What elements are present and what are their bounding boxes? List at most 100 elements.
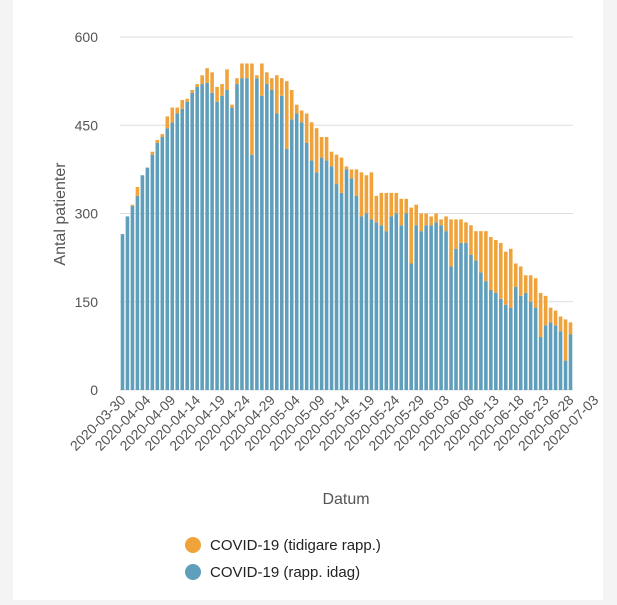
bar-tidigare-rapp <box>135 187 140 196</box>
bar-rapp-idag <box>225 89 229 390</box>
bar-tidigare-rapp <box>409 207 413 264</box>
bar-rapp-idag <box>155 142 160 390</box>
bar-tidigare-rapp <box>324 137 329 161</box>
y-tick-label: 450 <box>75 117 99 133</box>
bar-rapp-idag <box>130 205 135 390</box>
bar-tidigare-rapp <box>235 78 239 85</box>
bar-rapp-idag <box>434 222 438 390</box>
bar-rapp-idag <box>215 101 219 390</box>
bar-tidigare-rapp <box>384 192 389 232</box>
x-tick-labels: 2020-03-302020-04-042020-04-092020-04-14… <box>67 392 602 454</box>
bar-rapp-idag <box>533 307 538 390</box>
bar-rapp-idag <box>389 216 394 390</box>
bar-rapp-idag <box>299 122 304 390</box>
bar-tidigare-rapp <box>230 104 234 108</box>
bar-rapp-idag <box>429 225 433 390</box>
bar-rapp-idag <box>210 92 214 390</box>
bar-rapp-idag <box>140 175 145 390</box>
bar-rapp-idag <box>125 216 130 390</box>
bar-rapp-idag <box>344 169 349 391</box>
bar-tidigare-rapp <box>250 63 254 155</box>
bar-tidigare-rapp <box>414 204 418 226</box>
legend-label: COVID-19 (rapp. idag) <box>210 564 360 581</box>
bar-tidigare-rapp <box>369 172 374 220</box>
bar-rapp-idag <box>469 254 473 390</box>
bar-rapp-idag <box>339 192 344 390</box>
legend-item-tidigare-rapp[interactable]: COVID-19 (tidigare rapp.) <box>185 537 381 554</box>
bar-rapp-idag <box>270 89 274 390</box>
bar-rapp-idag <box>379 225 384 390</box>
bar-tidigare-rapp <box>309 122 314 161</box>
bar-rapp-idag <box>354 195 359 390</box>
bar-tidigare-rapp <box>543 295 548 326</box>
bar-rapp-idag <box>518 295 523 390</box>
bar-rapp-idag <box>399 225 404 390</box>
bar-tidigare-rapp <box>499 242 503 299</box>
y-tick-label: 0 <box>90 382 98 398</box>
bar-tidigare-rapp <box>245 63 249 79</box>
bar-tidigare-rapp <box>270 78 274 90</box>
bar-rapp-idag <box>359 216 364 390</box>
bar-rapp-idag <box>484 281 488 390</box>
bar-tidigare-rapp <box>404 198 409 214</box>
bar-tidigare-rapp <box>484 231 488 282</box>
bar-rapp-idag <box>449 266 453 390</box>
bar-rapp-idag <box>553 325 558 390</box>
bar-tidigare-rapp <box>314 128 319 173</box>
bar-rapp-idag <box>190 92 194 390</box>
bar-tidigare-rapp <box>429 216 433 226</box>
bar-tidigare-rapp <box>165 116 170 129</box>
bar-rapp-idag <box>195 87 199 390</box>
bar-rapp-idag <box>304 142 309 390</box>
bar-rapp-idag <box>349 178 354 390</box>
bar-rapp-idag <box>548 322 553 390</box>
bar-tidigare-rapp <box>210 72 214 93</box>
bar-rapp-idag <box>394 213 399 390</box>
bar-rapp-idag <box>364 213 369 390</box>
x-axis-title: Datum <box>322 491 369 508</box>
bar-rapp-idag <box>568 334 573 390</box>
bar-rapp-idag <box>205 82 209 390</box>
bar-tidigare-rapp <box>180 99 185 109</box>
bar-rapp-idag <box>165 128 170 390</box>
bar-rapp-idag <box>513 287 518 390</box>
bar-tidigare-rapp <box>359 172 364 217</box>
bar-rapp-idag <box>145 167 150 390</box>
bar-rapp-idag <box>424 225 428 390</box>
bar-rapp-idag <box>314 172 319 390</box>
bar-tidigare-rapp <box>255 75 259 79</box>
bar-rapp-idag <box>319 157 324 390</box>
legend-item-rapp-idag[interactable]: COVID-19 (rapp. idag) <box>185 564 360 581</box>
bar-rapp-idag <box>409 263 413 390</box>
bar-tidigare-rapp <box>474 231 478 261</box>
bar-rapp-idag <box>543 325 548 390</box>
bar-tidigare-rapp <box>513 263 518 288</box>
bar-tidigare-rapp <box>240 63 244 79</box>
bar-rapp-idag <box>284 148 289 390</box>
bar-tidigare-rapp <box>489 237 493 290</box>
bar-rapp-idag <box>474 260 478 390</box>
chart-card: 0 150 300 450 600 2020-03-30 2020-04-04 2020-0… <box>13 0 603 600</box>
bar-tidigare-rapp <box>279 78 284 96</box>
bar-tidigare-rapp <box>329 151 334 167</box>
bar-tidigare-rapp <box>444 216 448 232</box>
bar-rapp-idag <box>265 84 269 390</box>
bar-rapp-idag <box>454 248 458 390</box>
bar-rapp-idag <box>528 301 533 390</box>
bar-tidigare-rapp <box>548 307 553 323</box>
bar-tidigare-rapp <box>304 113 309 143</box>
bar-rapp-idag <box>160 137 165 390</box>
bar-rapp-idag <box>499 298 503 390</box>
bar-rapp-idag <box>255 78 259 391</box>
bar-rapp-idag <box>404 213 409 390</box>
bar-tidigare-rapp <box>349 169 354 179</box>
bar-rapp-idag <box>508 307 513 390</box>
y-tick-labels: 0 150 300 450 600 <box>75 29 99 398</box>
bar-rapp-idag <box>175 113 180 390</box>
bar-tidigare-rapp <box>439 219 443 226</box>
bar-tidigare-rapp <box>464 222 468 243</box>
bar-tidigare-rapp <box>533 278 538 308</box>
bar-tidigare-rapp <box>284 81 289 149</box>
bar-rapp-idag <box>279 95 284 390</box>
bar-rapp-idag <box>414 225 418 390</box>
